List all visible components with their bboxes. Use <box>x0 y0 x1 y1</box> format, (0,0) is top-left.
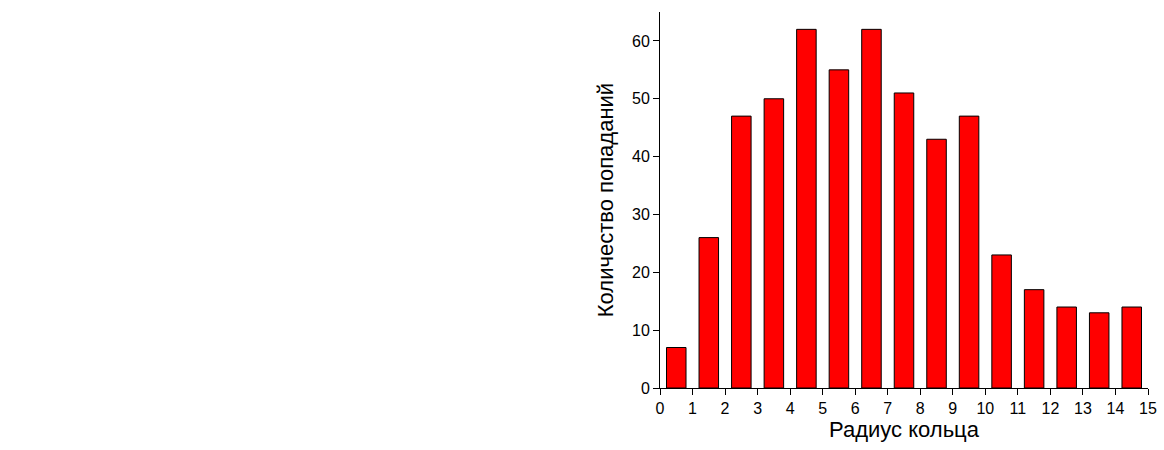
svg-text:0: 0 <box>641 380 650 397</box>
svg-text:10: 10 <box>632 322 650 339</box>
svg-text:6: 6 <box>851 400 860 417</box>
svg-text:50: 50 <box>632 90 650 107</box>
svg-text:13: 13 <box>1074 400 1092 417</box>
svg-text:60: 60 <box>632 33 650 50</box>
svg-text:2: 2 <box>721 400 730 417</box>
svg-text:Количество попаданий: Количество попаданий <box>593 83 618 317</box>
svg-text:0: 0 <box>656 400 665 417</box>
svg-text:5: 5 <box>818 400 827 417</box>
svg-text:20: 20 <box>632 264 650 281</box>
svg-text:10: 10 <box>976 400 994 417</box>
svg-text:30: 30 <box>632 206 650 223</box>
svg-text:14: 14 <box>1107 400 1125 417</box>
svg-text:8: 8 <box>916 400 925 417</box>
svg-text:15: 15 <box>1139 400 1157 417</box>
svg-text:4: 4 <box>786 400 795 417</box>
svg-text:12: 12 <box>1042 400 1060 417</box>
svg-text:3: 3 <box>753 400 762 417</box>
svg-text:40: 40 <box>632 148 650 165</box>
svg-text:7: 7 <box>883 400 892 417</box>
svg-text:9: 9 <box>948 400 957 417</box>
svg-text:Радиус кольца: Радиус кольца <box>829 417 980 442</box>
svg-text:11: 11 <box>1010 400 1027 417</box>
svg-text:1: 1 <box>688 400 697 417</box>
